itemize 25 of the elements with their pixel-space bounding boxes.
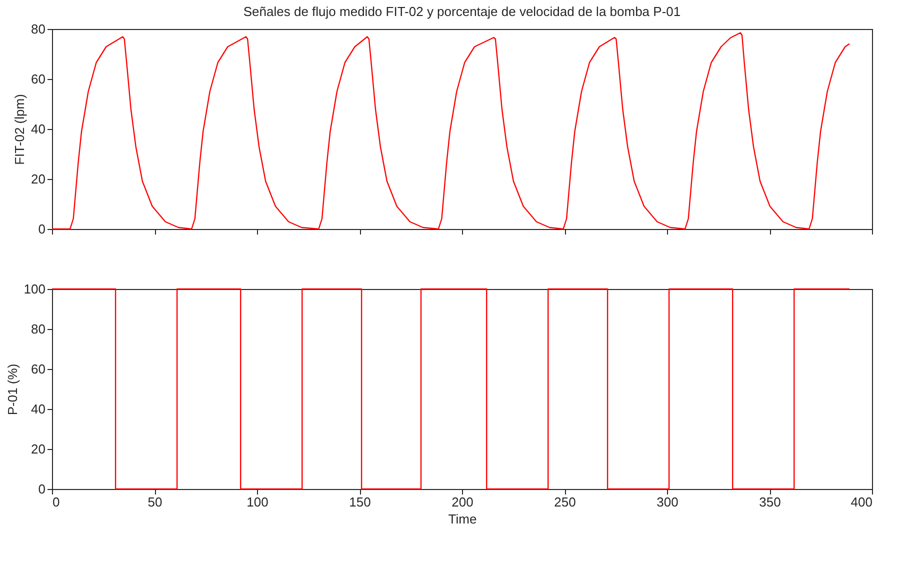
y-tick-label: 40 <box>31 402 46 416</box>
x-tick-label: 250 <box>554 494 576 510</box>
line-series <box>51 32 850 230</box>
y-tick-label: 80 <box>31 22 46 36</box>
y-tick-label: 60 <box>31 362 46 376</box>
y-tick-label: 80 <box>31 322 46 336</box>
y-axis-title: FIT-02 (lpm) <box>12 94 28 165</box>
x-tick-label: 350 <box>759 494 781 510</box>
x-tick-label: 0 <box>52 494 60 510</box>
x-tick-label: 300 <box>656 494 678 510</box>
y-tick-label: 20 <box>31 172 46 186</box>
x-axis-title: Time <box>448 512 477 526</box>
x-tick-label: 100 <box>246 494 268 510</box>
y-axis-title: P-01 (%) <box>4 364 20 416</box>
y-tick-label: 100 <box>24 282 46 296</box>
y-tick-label: 0 <box>38 482 46 496</box>
x-tick-label: 400 <box>850 494 872 510</box>
y-tick-label: 0 <box>38 222 46 236</box>
chart-title: Señales de flujo medido FIT-02 y porcentaje de velocidad de la bomba P-01 <box>243 4 681 19</box>
y-tick-label: 20 <box>31 442 46 456</box>
x-tick-label: 200 <box>452 494 474 510</box>
y-tick-label: 60 <box>31 72 46 86</box>
x-tick-label: 50 <box>148 494 162 510</box>
x-tick-label: 150 <box>349 494 371 510</box>
y-tick-label: 40 <box>31 122 46 136</box>
